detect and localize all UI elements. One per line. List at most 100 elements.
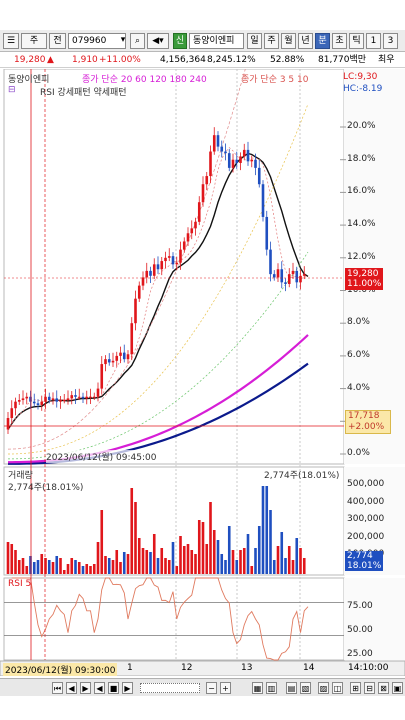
volume-bar xyxy=(291,560,295,574)
stock-name-field[interactable]: 동양이엔피 xyxy=(189,33,244,49)
tool-6-icon[interactable]: ◫ xyxy=(332,682,343,694)
volume-bar xyxy=(115,550,119,574)
candle-body xyxy=(182,241,186,250)
tool-8-icon[interactable]: ⊟ xyxy=(364,682,375,694)
zoom-in-icon[interactable]: + xyxy=(220,682,231,694)
chart-area[interactable]: 동양이엔피 종가 단순 20 60 120 180 240 종가 단순 3 5 … xyxy=(0,69,405,676)
tool-10-icon[interactable]: ▣ xyxy=(392,682,403,694)
rsi-layer xyxy=(4,577,344,661)
nav-back-icon[interactable]: ◀ xyxy=(94,682,105,694)
volume-current-value: 2,774 xyxy=(347,551,373,561)
new-button[interactable]: 신 xyxy=(173,33,187,49)
legend-icon: ⊟ xyxy=(8,85,16,95)
volume-bar xyxy=(70,558,74,574)
tool-5-icon[interactable]: ▨ xyxy=(318,682,329,694)
chart-scrollbar[interactable]: ⏮ ◀ ▶ ◀ ■ ▶ − + ▦ ▥ ▤ ▧ ▨ ◫ ⊞ ⊟ ⊠ ▣ xyxy=(0,678,405,696)
candle-body xyxy=(156,264,160,270)
volume-bar xyxy=(130,488,134,574)
nav-play-icon[interactable]: ▶ xyxy=(80,682,91,694)
period-day[interactable]: 일 xyxy=(247,33,262,49)
candle-body xyxy=(194,221,197,229)
volume-bar xyxy=(182,546,186,574)
x-label-1: 1 xyxy=(127,663,133,673)
candle-body xyxy=(250,159,254,162)
period-second[interactable]: 초 xyxy=(332,33,347,49)
current-price-value: 19,280 xyxy=(347,269,379,279)
candle-body xyxy=(167,256,171,258)
volume-bar xyxy=(250,566,254,574)
nav-first-icon[interactable]: ⏮ xyxy=(52,682,63,694)
candle-body xyxy=(111,360,115,363)
candle-body xyxy=(216,135,220,147)
tool-3-icon[interactable]: ▤ xyxy=(286,682,297,694)
candle-body xyxy=(59,400,62,402)
interval-1[interactable]: 1 xyxy=(366,33,381,49)
price-axis-tick: 20.0% xyxy=(347,121,376,131)
tool-9-icon[interactable]: ⊠ xyxy=(378,682,389,694)
period-month[interactable]: 월 xyxy=(281,33,296,49)
period-year[interactable]: 년 xyxy=(298,33,313,49)
candle-body xyxy=(171,256,175,265)
candle-body xyxy=(100,364,104,389)
search-icon[interactable]: ⌕ xyxy=(130,33,145,49)
zoom-out-icon[interactable]: − xyxy=(206,682,217,694)
candle-body xyxy=(137,285,141,299)
price-axis-tick: 16.0% xyxy=(347,186,376,197)
period-tick[interactable]: 틱 xyxy=(349,33,364,49)
volume-bar xyxy=(126,554,130,574)
x-axis-right-time: 14:10:00 xyxy=(348,663,389,673)
volume-bar xyxy=(21,558,25,574)
volume-bar xyxy=(6,542,10,574)
volume-axis-tick: 200,000 xyxy=(347,531,385,542)
candle-body xyxy=(115,355,119,361)
nav-next-icon[interactable]: ▶ xyxy=(122,682,133,694)
interval-3[interactable]: 3 xyxy=(383,33,398,49)
candle-body xyxy=(96,388,100,397)
volume-bar xyxy=(145,550,149,574)
volume-bar xyxy=(164,558,167,574)
tool-7-icon[interactable]: ⊞ xyxy=(350,682,361,694)
ma-120-line xyxy=(7,251,309,460)
scroll-track[interactable] xyxy=(140,683,200,693)
tool-1-icon[interactable]: ▦ xyxy=(252,682,263,694)
stock-code-input[interactable]: 079960 xyxy=(68,33,126,49)
volume-bar xyxy=(257,526,261,574)
code-dropdown-icon[interactable]: ▾ xyxy=(120,35,126,45)
x-label-14: 14 xyxy=(303,663,315,673)
volume-bar xyxy=(224,560,227,574)
period-week[interactable]: 주 xyxy=(264,33,279,49)
volume-bar xyxy=(40,554,44,574)
tool-4-icon[interactable]: ▧ xyxy=(300,682,311,694)
nav-prev-icon[interactable]: ◀ xyxy=(66,682,77,694)
volume-bar xyxy=(302,558,306,574)
volume-bar xyxy=(77,562,81,574)
candle-body xyxy=(205,176,209,185)
ma-60-line xyxy=(7,103,309,455)
volume-bar xyxy=(74,560,77,574)
candle-body xyxy=(160,261,164,270)
speaker-icon[interactable]: ◀▾ xyxy=(147,33,169,49)
candle-body xyxy=(302,274,306,276)
rsi-axis-tick: 50.00 xyxy=(347,625,373,635)
menu-button[interactable]: ☰ xyxy=(3,33,19,49)
volume-bar xyxy=(17,560,21,574)
candle-body xyxy=(235,159,239,163)
volume-value-right: 2,774주(18.01%) xyxy=(264,471,340,481)
volume-bar xyxy=(160,548,164,574)
cursor-date-label: 2023/06/12(월) 09:45:00 xyxy=(46,450,157,463)
candle-body xyxy=(81,396,85,399)
volume-bar xyxy=(220,554,224,574)
period-minute[interactable]: 분 xyxy=(315,33,330,49)
nav-stop-icon[interactable]: ■ xyxy=(108,682,119,694)
x-axis-cursor-date: 2023/06/12(월) 09:30:00 xyxy=(3,663,118,676)
tool-2-icon[interactable]: ▥ xyxy=(266,682,277,694)
prev-button[interactable]: 전 xyxy=(49,33,66,49)
volume-bar xyxy=(156,558,160,574)
candle-body xyxy=(272,274,276,278)
candles xyxy=(6,127,306,435)
candle-body xyxy=(32,401,36,404)
volume-bar xyxy=(280,532,284,574)
candle-body xyxy=(89,396,92,398)
period-selector[interactable]: 주 xyxy=(21,33,47,49)
candle-body xyxy=(92,396,96,398)
